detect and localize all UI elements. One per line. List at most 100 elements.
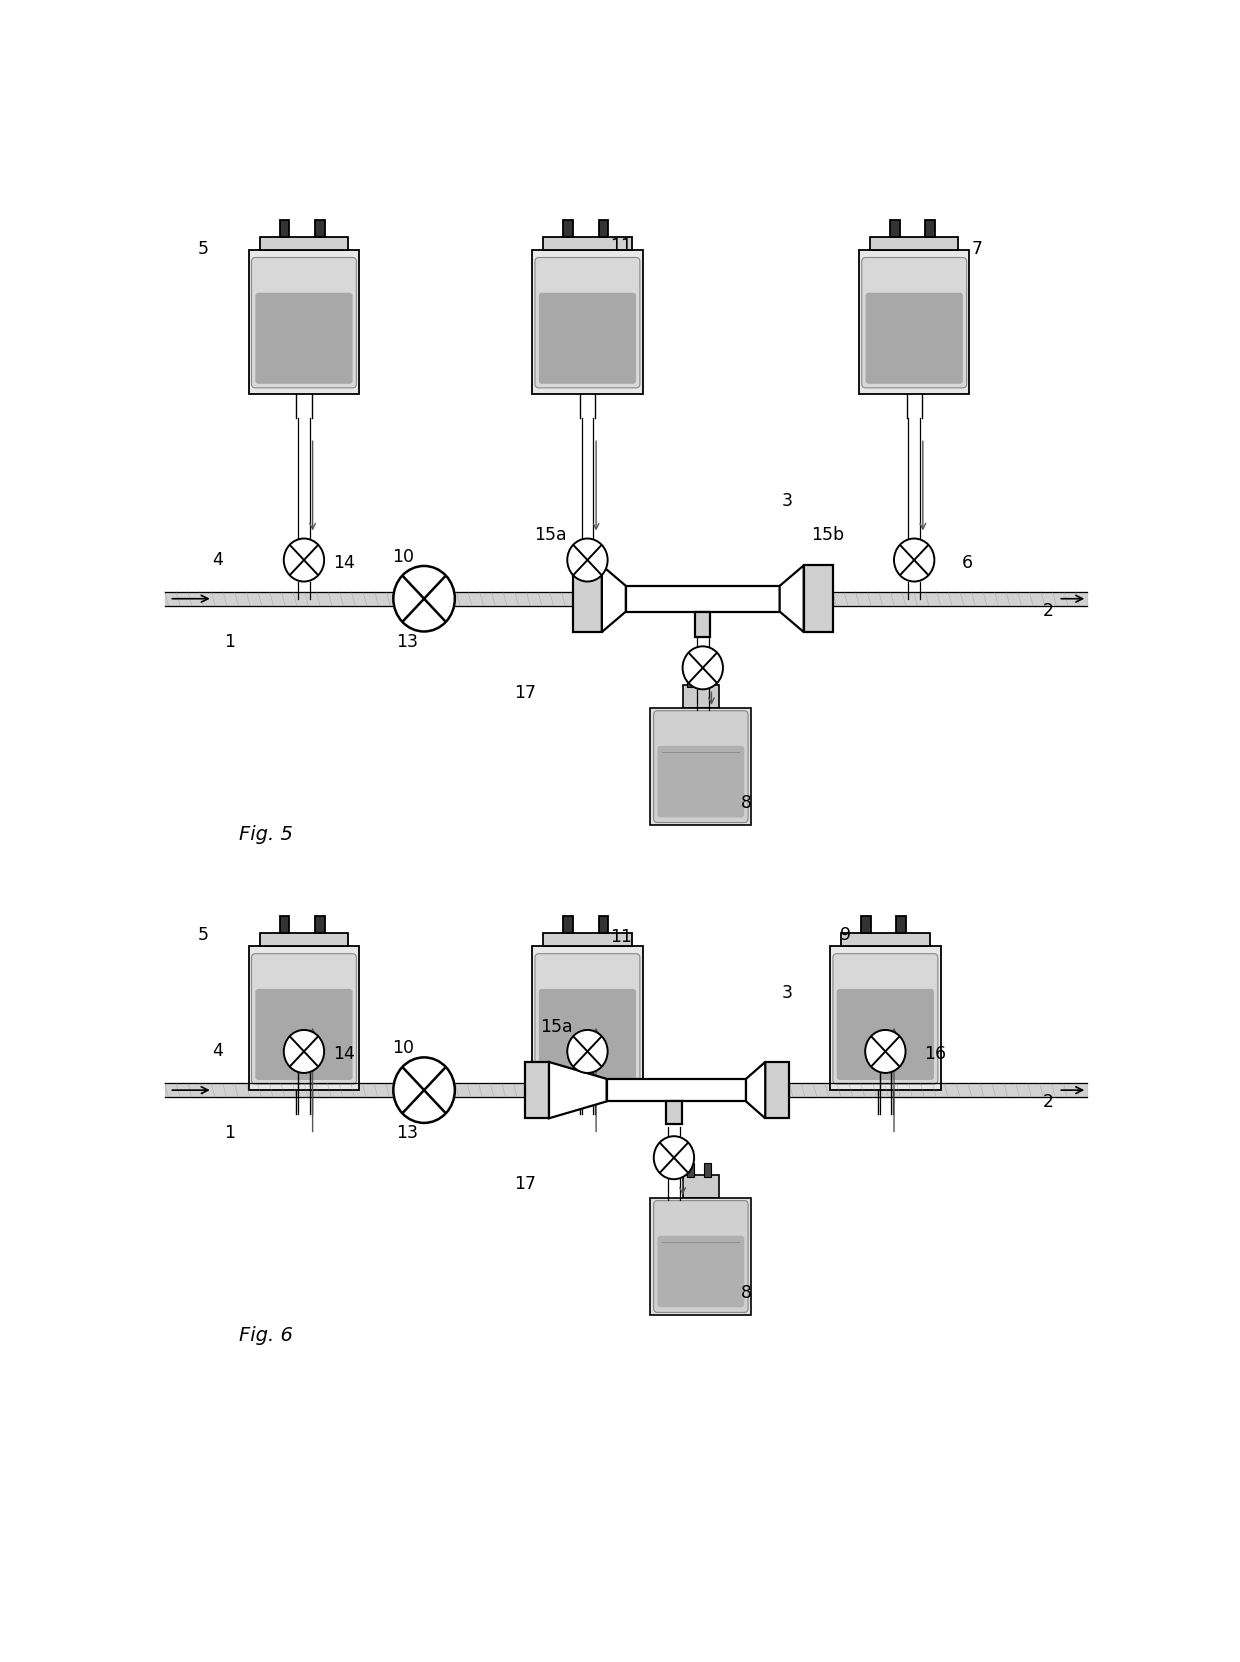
Text: 5: 5	[197, 239, 208, 258]
Bar	[687, 1163, 694, 1177]
Bar	[682, 1175, 719, 1198]
Text: 4: 4	[212, 1042, 223, 1060]
Bar	[861, 916, 870, 934]
Text: 2: 2	[1043, 602, 1054, 620]
Bar	[666, 1102, 682, 1124]
FancyBboxPatch shape	[539, 293, 636, 384]
Text: 15a: 15a	[541, 1017, 573, 1035]
Bar	[249, 249, 360, 394]
Circle shape	[567, 1030, 608, 1074]
Bar	[703, 1163, 712, 1177]
Bar	[804, 565, 832, 632]
Text: 13: 13	[396, 1124, 418, 1142]
Bar	[563, 916, 573, 934]
Bar	[563, 219, 573, 238]
FancyBboxPatch shape	[837, 989, 934, 1080]
FancyBboxPatch shape	[862, 258, 967, 387]
Circle shape	[284, 1030, 324, 1074]
Bar	[599, 219, 608, 238]
Text: Fig. 5: Fig. 5	[238, 824, 293, 844]
Bar	[890, 219, 899, 238]
Text: 17: 17	[515, 1175, 536, 1193]
FancyBboxPatch shape	[252, 954, 356, 1084]
FancyBboxPatch shape	[252, 258, 356, 387]
Text: 5: 5	[197, 926, 208, 944]
FancyBboxPatch shape	[657, 1237, 744, 1308]
Bar	[925, 219, 935, 238]
Text: 8: 8	[740, 794, 751, 813]
Circle shape	[682, 647, 723, 690]
Bar	[897, 916, 906, 934]
Bar	[532, 249, 642, 394]
FancyBboxPatch shape	[866, 293, 962, 384]
FancyBboxPatch shape	[653, 711, 748, 823]
Text: 4: 4	[212, 550, 223, 568]
Text: 13: 13	[396, 633, 418, 652]
Bar	[687, 673, 694, 688]
Polygon shape	[746, 1062, 765, 1119]
Bar	[626, 587, 780, 612]
Bar	[259, 934, 348, 946]
Bar	[870, 238, 959, 249]
Bar	[830, 946, 941, 1090]
Circle shape	[894, 538, 935, 582]
FancyBboxPatch shape	[534, 954, 640, 1084]
Bar	[651, 1198, 751, 1315]
FancyBboxPatch shape	[534, 258, 640, 387]
Text: 3: 3	[782, 492, 792, 510]
Bar	[249, 946, 360, 1090]
Bar	[841, 934, 930, 946]
Text: 7: 7	[971, 239, 982, 258]
Text: 15b: 15b	[811, 527, 844, 543]
Bar	[280, 219, 289, 238]
Bar	[543, 238, 631, 249]
Bar	[651, 708, 751, 826]
FancyBboxPatch shape	[539, 989, 636, 1080]
Bar	[573, 565, 601, 632]
Bar	[682, 685, 719, 708]
Bar	[696, 612, 711, 637]
Text: 10: 10	[392, 1039, 414, 1057]
Bar	[543, 934, 631, 946]
Circle shape	[653, 1137, 694, 1180]
Text: 10: 10	[392, 548, 414, 565]
Polygon shape	[601, 565, 626, 632]
Bar	[765, 1062, 789, 1119]
Polygon shape	[780, 565, 804, 632]
Polygon shape	[549, 1062, 606, 1119]
Text: 11: 11	[610, 927, 632, 946]
Text: 1: 1	[224, 633, 236, 652]
FancyBboxPatch shape	[833, 954, 937, 1084]
Text: 17: 17	[515, 683, 536, 701]
FancyBboxPatch shape	[255, 989, 352, 1080]
Circle shape	[284, 538, 324, 582]
Bar	[599, 916, 608, 934]
Circle shape	[393, 567, 455, 632]
Bar	[525, 1062, 549, 1119]
Circle shape	[866, 1030, 905, 1074]
Bar	[280, 916, 289, 934]
Text: 15a: 15a	[534, 527, 567, 543]
Text: 14: 14	[334, 1045, 355, 1064]
Text: 2: 2	[1043, 1094, 1054, 1112]
FancyBboxPatch shape	[657, 746, 744, 818]
FancyBboxPatch shape	[255, 293, 352, 384]
Text: Fig. 6: Fig. 6	[238, 1326, 293, 1345]
Bar	[703, 673, 712, 688]
Bar	[315, 219, 325, 238]
Text: 8: 8	[740, 1283, 751, 1301]
Bar	[315, 916, 325, 934]
Bar	[606, 1079, 746, 1102]
Text: 1: 1	[224, 1124, 236, 1142]
Circle shape	[393, 1057, 455, 1124]
Text: 16: 16	[924, 1045, 946, 1064]
FancyBboxPatch shape	[653, 1200, 748, 1313]
Circle shape	[567, 538, 608, 582]
Bar	[859, 249, 970, 394]
Text: 6: 6	[961, 553, 972, 572]
Text: 14: 14	[334, 553, 355, 572]
Bar	[259, 238, 348, 249]
Text: 11: 11	[610, 236, 632, 254]
Text: 3: 3	[782, 984, 792, 1002]
Bar	[532, 946, 642, 1090]
